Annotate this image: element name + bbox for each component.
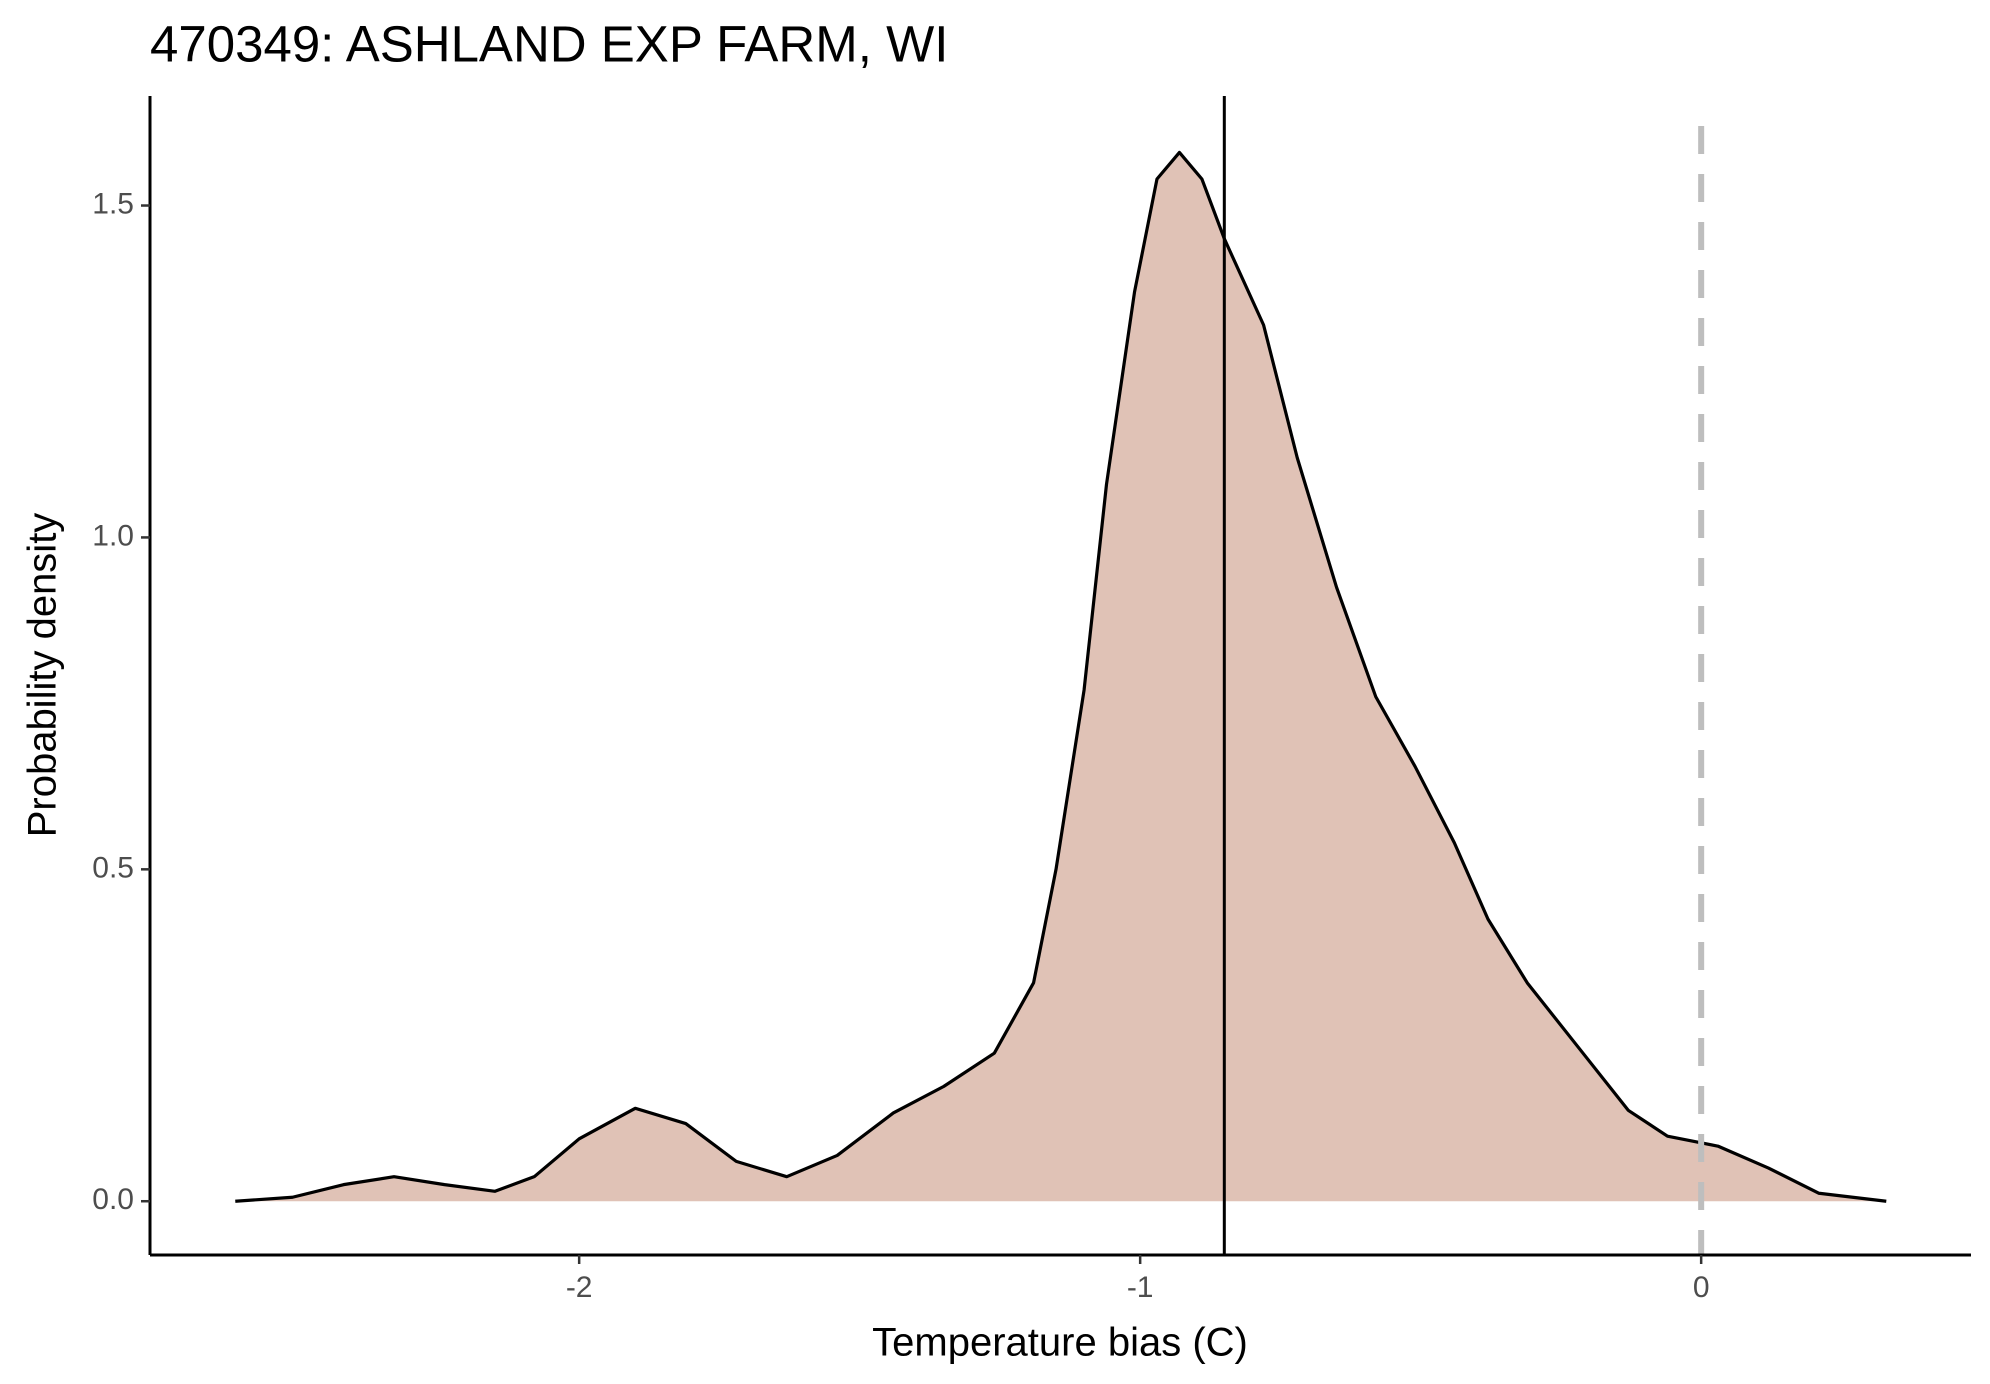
density-area <box>235 152 1887 1202</box>
y-tick-label: 1.5 <box>92 187 134 220</box>
x-tick-label: 0 <box>1693 1271 1710 1304</box>
x-tick-label: -2 <box>566 1271 593 1304</box>
y-tick-label: 1.0 <box>92 519 134 552</box>
y-axis-title: Probability density <box>21 513 65 838</box>
density-line <box>235 150 1887 1203</box>
x-axis-title: Temperature bias (C) <box>872 1321 1248 1365</box>
y-tick-label: 0.0 <box>92 1183 134 1216</box>
y-tick-label: 0.5 <box>92 851 134 884</box>
x-tick-label: -1 <box>1127 1271 1154 1304</box>
chart-title: 470349: ASHLAND EXP FARM, WI <box>150 15 948 72</box>
